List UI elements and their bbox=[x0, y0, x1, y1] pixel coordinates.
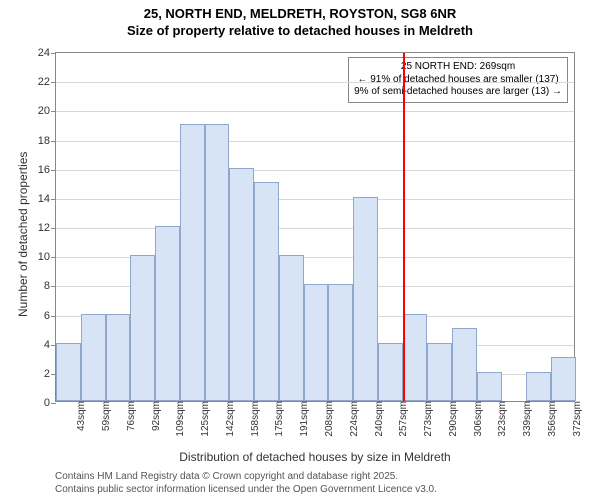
grid-line bbox=[56, 111, 574, 112]
x-tick-label: 323sqm bbox=[493, 401, 508, 437]
callout-box: 25 NORTH END: 269sqm ← 91% of detached h… bbox=[348, 57, 568, 103]
bar bbox=[452, 328, 477, 401]
footer: Contains HM Land Registry data © Crown c… bbox=[55, 470, 437, 496]
bar bbox=[106, 314, 131, 402]
x-tick-label: 356sqm bbox=[543, 401, 558, 437]
y-tick-label: 8 bbox=[44, 280, 56, 292]
bar bbox=[403, 314, 428, 402]
x-tick-label: 158sqm bbox=[246, 401, 261, 437]
bar bbox=[229, 168, 254, 401]
footer-line-1: Contains HM Land Registry data © Crown c… bbox=[55, 470, 437, 483]
bar bbox=[81, 314, 106, 402]
grid-line bbox=[56, 199, 574, 200]
footer-line-2: Contains public sector information licen… bbox=[55, 483, 437, 496]
bar bbox=[427, 343, 452, 401]
grid-line bbox=[56, 228, 574, 229]
x-tick-label: 59sqm bbox=[97, 401, 112, 431]
x-tick-label: 372sqm bbox=[568, 401, 583, 437]
x-tick-label: 273sqm bbox=[419, 401, 434, 437]
y-tick-label: 20 bbox=[38, 105, 56, 117]
x-tick-label: 43sqm bbox=[72, 401, 87, 431]
bar bbox=[205, 124, 230, 401]
x-tick-label: 208sqm bbox=[320, 401, 335, 437]
x-axis-title: Distribution of detached houses by size … bbox=[55, 450, 575, 464]
callout-line-3: 9% of semi-detached houses are larger (1… bbox=[354, 86, 562, 99]
marker-line bbox=[403, 53, 405, 401]
y-tick-label: 18 bbox=[38, 135, 56, 147]
bar bbox=[155, 226, 180, 401]
bar bbox=[477, 372, 502, 401]
callout-line-1: 25 NORTH END: 269sqm bbox=[354, 61, 562, 74]
title-line-2: Size of property relative to detached ho… bbox=[0, 23, 600, 40]
bar bbox=[551, 357, 576, 401]
grid-line bbox=[56, 170, 574, 171]
bar bbox=[378, 343, 403, 401]
y-tick-label: 16 bbox=[38, 164, 56, 176]
x-tick-label: 142sqm bbox=[221, 401, 236, 437]
x-tick-label: 257sqm bbox=[394, 401, 409, 437]
x-tick-label: 109sqm bbox=[171, 401, 186, 437]
x-tick-label: 240sqm bbox=[370, 401, 385, 437]
x-tick-label: 92sqm bbox=[147, 401, 162, 431]
x-tick-label: 290sqm bbox=[444, 401, 459, 437]
x-tick-label: 76sqm bbox=[122, 401, 137, 431]
bar bbox=[526, 372, 551, 401]
x-tick-label: 175sqm bbox=[270, 401, 285, 437]
y-axis-title: Number of detached properties bbox=[16, 152, 30, 317]
y-tick-label: 10 bbox=[38, 251, 56, 263]
bar bbox=[56, 343, 81, 401]
y-tick-label: 12 bbox=[38, 222, 56, 234]
x-tick-label: 339sqm bbox=[518, 401, 533, 437]
title-block: 25, NORTH END, MELDRETH, ROYSTON, SG8 6N… bbox=[0, 0, 600, 40]
bar bbox=[279, 255, 304, 401]
bar bbox=[130, 255, 155, 401]
x-tick-label: 224sqm bbox=[345, 401, 360, 437]
bar bbox=[180, 124, 205, 401]
callout-line-2: ← 91% of detached houses are smaller (13… bbox=[354, 74, 562, 87]
x-tick-label: 306sqm bbox=[469, 401, 484, 437]
y-tick-label: 0 bbox=[44, 397, 56, 409]
bar bbox=[353, 197, 378, 401]
chart-container: 25, NORTH END, MELDRETH, ROYSTON, SG8 6N… bbox=[0, 0, 600, 500]
title-line-1: 25, NORTH END, MELDRETH, ROYSTON, SG8 6N… bbox=[0, 6, 600, 23]
y-tick-label: 6 bbox=[44, 310, 56, 322]
y-tick-label: 14 bbox=[38, 193, 56, 205]
y-tick-label: 2 bbox=[44, 368, 56, 380]
grid-line bbox=[56, 141, 574, 142]
grid-line bbox=[56, 82, 574, 83]
bar bbox=[304, 284, 329, 401]
bar bbox=[328, 284, 353, 401]
y-tick-label: 24 bbox=[38, 47, 56, 59]
y-tick-label: 4 bbox=[44, 339, 56, 351]
plot-area: 25 NORTH END: 269sqm ← 91% of detached h… bbox=[55, 52, 575, 402]
bar bbox=[254, 182, 279, 401]
y-tick-label: 22 bbox=[38, 76, 56, 88]
x-tick-label: 125sqm bbox=[196, 401, 211, 437]
x-tick-label: 191sqm bbox=[295, 401, 310, 437]
